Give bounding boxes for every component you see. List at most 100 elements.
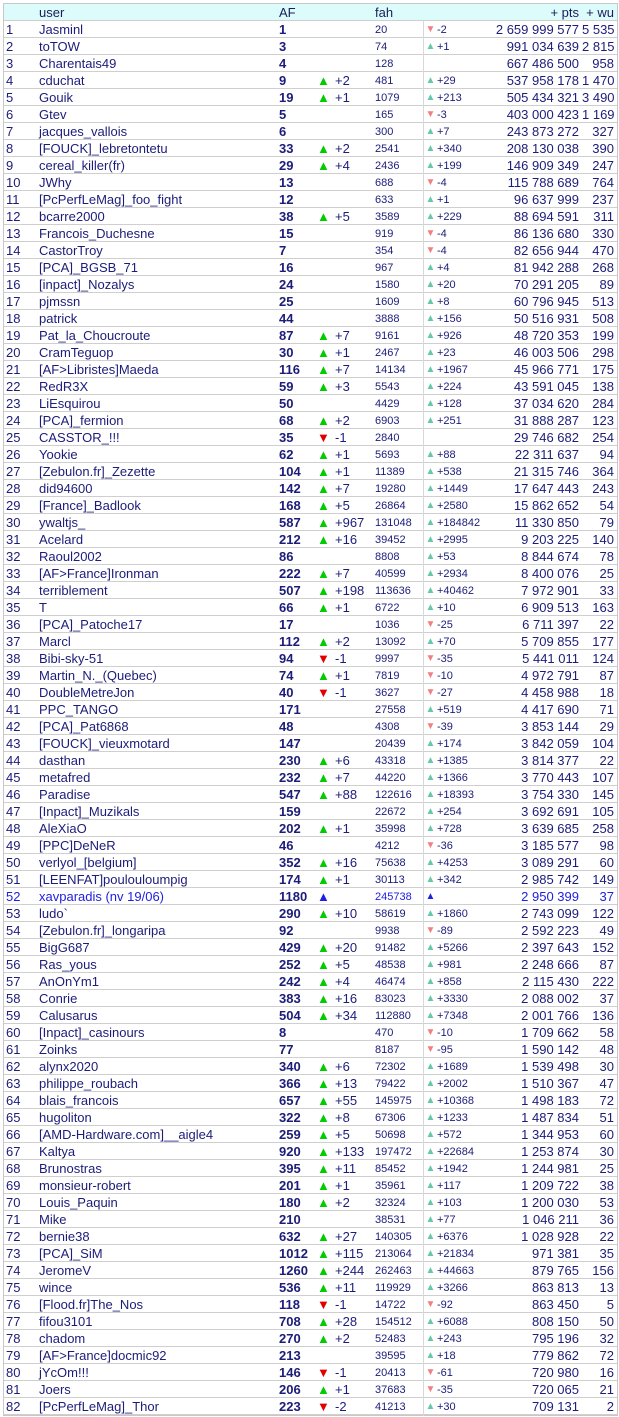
user-link[interactable]: jacques_vallois [39,124,128,139]
user-link[interactable]: blais_francois [39,1093,119,1108]
user-link[interactable]: monsieur-robert [39,1178,131,1193]
user-link[interactable]: CASSTOR_!!! [39,430,120,445]
af-delta-cell: +1 [335,1178,350,1193]
user-link[interactable]: [Zebulon.fr]_Zezette [39,464,156,479]
header-fah[interactable]: fah [375,5,394,20]
user-link[interactable]: Zoinks [39,1042,78,1057]
user-link[interactable]: [Zebulon.fr]_longaripa [39,923,166,938]
user-link[interactable]: Acelard [39,532,84,547]
user-link[interactable]: Calusarus [39,1008,98,1023]
user-link[interactable]: [Inpact]_Muzikals [39,804,140,819]
user-link[interactable]: [Flood.fr]The_Nos [39,1297,144,1312]
user-link[interactable]: xavparadis (nv 19/06) [39,889,165,904]
user-link[interactable]: Jasminl [39,22,84,37]
user-link[interactable]: [PCA]_SiM [39,1246,103,1261]
user-link[interactable]: [PCA]_Pat6868 [39,719,129,734]
user-link[interactable]: CramTeguop [39,345,114,360]
user-link[interactable]: metafred [39,770,91,785]
user-link[interactable]: PPC_TANGO [39,702,119,717]
header-pts[interactable]: + pts [550,5,579,20]
user-link[interactable]: cereal_killer(fr) [39,158,125,173]
user-link[interactable]: Joers [39,1382,71,1397]
user-link[interactable]: chadom [39,1331,86,1346]
user-link[interactable]: [AF>France]Ironman [39,566,159,581]
user-link[interactable]: [Inpact]_casinours [39,1025,145,1040]
user-link[interactable]: did94600 [39,481,93,496]
user-link[interactable]: Ras_yous [39,957,97,972]
user-link[interactable]: LiEsquirou [39,396,101,411]
user-link[interactable]: [PPC]DeNeR [39,838,116,853]
user-link[interactable]: Francois_Duchesne [39,226,155,241]
user-link[interactable]: [PcPerfLeMag]_Thor [39,1399,159,1414]
af-delta-cell: +16 [335,532,358,547]
user-link[interactable]: Martin_N._(Quebec) [39,668,157,683]
user-link[interactable]: ludo` [39,906,68,921]
table-row: 5 Gouik 19 ▲ +1 1079 ▲ +213 505 434 321 3 490 [4,89,617,107]
user-link[interactable]: bernie38 [39,1229,90,1244]
user-link[interactable]: Marcl [39,634,71,649]
header-user[interactable]: user [39,5,65,20]
user-link[interactable]: pjmssn [39,294,81,309]
header-af[interactable]: AF [279,5,296,20]
user-link[interactable]: Brunostras [39,1161,102,1176]
user-link[interactable]: [PCA]_BGSB_71 [39,260,138,275]
user-link[interactable]: [PCA]_Patoche17 [39,617,143,632]
user-link[interactable]: AleXiaO [39,821,87,836]
user-link[interactable]: Conrie [39,991,78,1006]
user-link[interactable]: Mike [39,1212,67,1227]
user-link[interactable]: [PcPerfLeMag]_foo_fight [39,192,183,207]
user-link[interactable]: BigG687 [39,940,90,955]
user-link[interactable]: philippe_roubach [39,1076,139,1091]
user-link[interactable]: [LEENFAT]poulouloumpig [39,872,188,887]
user-link[interactable]: RedR3X [39,379,89,394]
wu-cell: 22 [599,617,614,632]
user-link[interactable]: terriblement [39,583,108,598]
rank-cell: 35 [6,600,21,615]
user-link[interactable]: JWhy [39,175,72,190]
user-link[interactable]: Louis_Paquin [39,1195,118,1210]
user-link[interactable]: Gtev [39,107,67,122]
user-link[interactable]: AnOnYm1 [39,974,99,989]
user-link[interactable]: Pat_la_Choucroute [39,328,151,343]
user-link[interactable]: wince [39,1280,73,1295]
user-link[interactable]: fifou3101 [39,1314,93,1329]
user-link[interactable]: ywaltjs_ [39,515,86,530]
header-wu[interactable]: + wu [586,5,614,20]
user-link[interactable]: patrick [39,311,78,326]
user-link[interactable]: Kaltya [39,1144,76,1159]
user-link[interactable]: [France]_Badlook [39,498,141,513]
user-link[interactable]: cduchat [39,73,85,88]
user-link[interactable]: T [39,600,47,615]
user-link[interactable]: [AF>France]docmic92 [39,1348,167,1363]
user-link[interactable]: Gouik [39,90,73,105]
user-link[interactable]: Yookie [39,447,78,462]
user-link[interactable]: [FOUCK]_vieuxmotard [39,736,170,751]
user-link[interactable]: alynx2020 [39,1059,99,1074]
triangle-up-icon: ▲ [423,701,437,719]
user-link[interactable]: [FOUCK]_lebretontetu [39,141,168,156]
fah-delta-cell: +4 [437,262,450,274]
wu-cell: 47 [599,1076,614,1091]
user-link[interactable]: Paradise [39,787,91,802]
user-link[interactable]: Bibi-sky-51 [39,651,104,666]
user-link[interactable]: [PCA]_fermion [39,413,124,428]
user-link[interactable]: dasthan [39,753,86,768]
user-link[interactable]: Raoul2002 [39,549,102,564]
rank-cell: 33 [6,566,21,581]
user-link[interactable]: toTOW [39,39,80,54]
user-link[interactable]: verlyol_[belgium] [39,855,137,870]
user-link[interactable]: [AMD-Hardware.com]__aigle4 [39,1127,214,1142]
triangle-up-icon: ▲ [423,582,437,600]
user-link[interactable]: JeromeV [39,1263,92,1278]
user-link[interactable]: [inpact]_Nozalys [39,277,135,292]
user-link[interactable]: bcarre2000 [39,209,105,224]
triangle-up-icon: ▲ [423,514,437,532]
fah-delta-cell: +342 [437,874,462,886]
user-link[interactable]: jYcOm!!! [39,1365,89,1380]
user-link[interactable]: Charentais49 [39,56,117,71]
user-link[interactable]: DoubleMetreJon [39,685,135,700]
user-link[interactable]: hugoliton [39,1110,92,1125]
user-link[interactable]: [AF>Libristes]Maeda [39,362,159,377]
user-link[interactable]: CastorTroy [39,243,103,258]
points-cell: 3 185 577 [521,838,579,853]
